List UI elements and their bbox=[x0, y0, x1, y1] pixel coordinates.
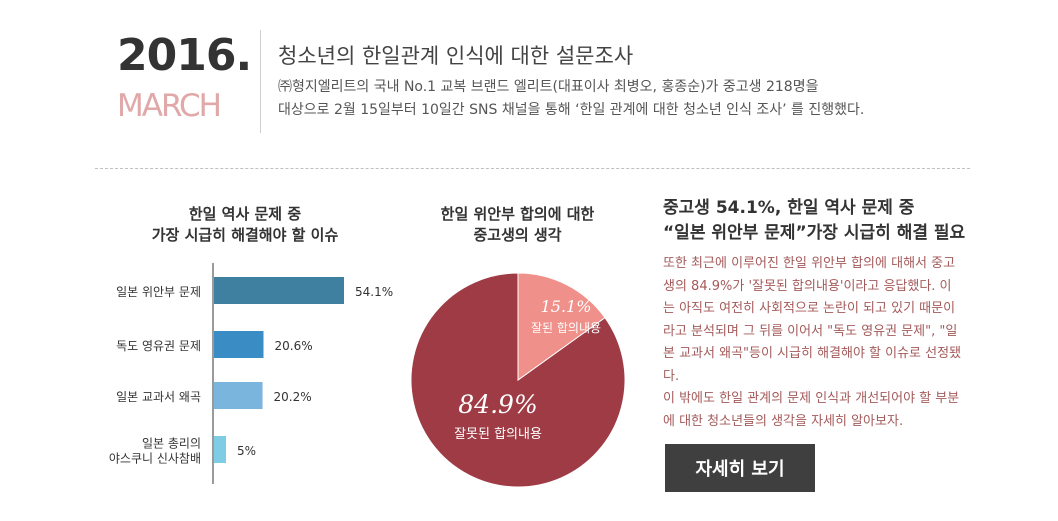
bar-category-label-3: 일본 교과서 왜곡 bbox=[116, 390, 201, 404]
intro-line-2: 대상으로 2월 15일부터 10일간 SNS 채널을 통해 ‘한일 관계에 대한… bbox=[278, 102, 865, 118]
pie-slice-2 bbox=[517, 272, 606, 381]
pie-value-label-1: 84.9% bbox=[458, 390, 537, 419]
bar-2 bbox=[214, 331, 264, 358]
pie-chart-title-line-1: 한일 위안부 합의에 대한 bbox=[440, 205, 595, 223]
bar-value-label-3: 20.2% bbox=[274, 390, 312, 404]
bar-category-label-4: 야스쿠니 신사참배 bbox=[109, 452, 201, 466]
bar-chart-title-line-1: 한일 역사 문제 중 bbox=[188, 205, 302, 223]
summary-paragraph-1: 또한 최근에 이루어진 한일 위안부 합의에 대해서 중고생의 84.9%가 '… bbox=[663, 256, 962, 384]
section-divider bbox=[95, 168, 970, 169]
bar-value-label-2: 20.6% bbox=[275, 339, 313, 353]
month-label: MARCH bbox=[117, 88, 222, 124]
pie-slice-label-1: 잘못된 합의내용 bbox=[454, 427, 542, 442]
bar-chart-title: 한일 역사 문제 중 가장 시급히 해결해야 할 이슈 bbox=[115, 204, 375, 246]
summary-title-line-2: “일본 위안부 문제”가장 시급히 해결 필요 bbox=[663, 223, 966, 243]
bar-category-label-4: 일본 총리의 bbox=[142, 437, 201, 451]
summary-body: 또한 최근에 이루어진 한일 위안부 합의에 대해서 중고생의 84.9%가 '… bbox=[663, 253, 963, 433]
bar-4 bbox=[214, 436, 227, 463]
year-label: 2016. bbox=[117, 30, 252, 81]
pie-slice-1 bbox=[410, 272, 626, 488]
bar-category-label-1: 일본 위안부 문제 bbox=[116, 285, 201, 299]
bar-chart-title-line-2: 가장 시급히 해결해야 할 이슈 bbox=[151, 226, 339, 244]
view-more-button[interactable]: 자세히 보기 bbox=[665, 444, 815, 492]
pie-value-label-2: 15.1% bbox=[541, 297, 592, 316]
bar-3 bbox=[214, 382, 263, 409]
pie-chart-title: 한일 위안부 합의에 대한 중고생의 생각 bbox=[410, 204, 625, 246]
header-divider bbox=[260, 30, 261, 133]
pie-slice-label-2: 잘된 합의내용 bbox=[531, 321, 601, 335]
summary-title: 중고생 54.1%, 한일 역사 문제 중 “일본 위안부 문제”가장 시급히 … bbox=[663, 196, 965, 246]
bar-value-label-4: 5% bbox=[237, 444, 256, 458]
bar-category-label-2: 독도 영유권 문제 bbox=[116, 339, 201, 353]
intro-text: ㈜형지엘리트의 국내 No.1 교복 브랜드 엘리트(대표이사 최병오, 홍종순… bbox=[278, 76, 864, 122]
pie-chart-title-line-2: 중고생의 생각 bbox=[473, 226, 562, 244]
page-title: 청소년의 한일관계 인식에 대한 설문조사 bbox=[278, 44, 634, 68]
intro-line-1: ㈜형지엘리트의 국내 No.1 교복 브랜드 엘리트(대표이사 최병오, 홍종순… bbox=[278, 79, 819, 95]
bar-value-label-1: 54.1% bbox=[355, 285, 393, 299]
summary-paragraph-2: 이 밖에도 한일 관계의 문제 인식과 개선되어야 할 부분에 대한 청소년들의… bbox=[663, 391, 960, 429]
summary-title-line-1: 중고생 54.1%, 한일 역사 문제 중 bbox=[663, 198, 915, 218]
bar-1 bbox=[214, 277, 344, 304]
